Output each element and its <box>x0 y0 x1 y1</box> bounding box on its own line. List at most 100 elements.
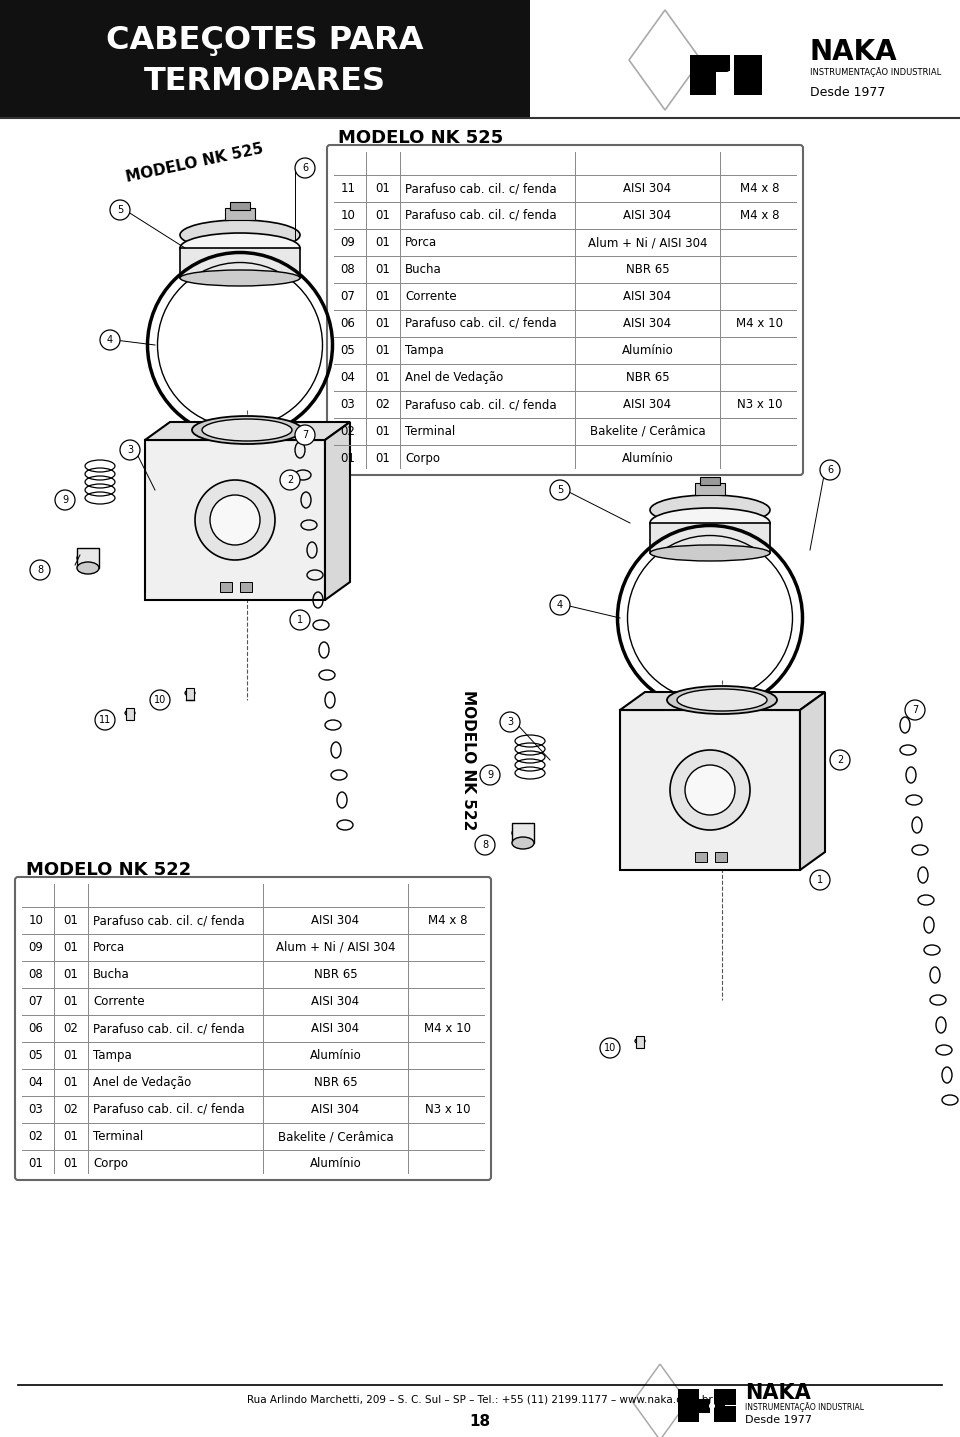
Text: 01: 01 <box>63 1049 79 1062</box>
Text: Parafuso cab. cil. c/ fenda: Parafuso cab. cil. c/ fenda <box>405 208 557 221</box>
Text: 01: 01 <box>375 453 391 466</box>
Ellipse shape <box>192 415 302 444</box>
Bar <box>690 55 706 95</box>
Text: Tampa: Tampa <box>93 1049 132 1062</box>
Text: 01: 01 <box>375 425 391 438</box>
Text: NAKA: NAKA <box>810 37 898 66</box>
Circle shape <box>30 560 50 581</box>
Text: 05: 05 <box>341 343 355 356</box>
Bar <box>240 582 252 592</box>
Bar <box>695 852 707 862</box>
Ellipse shape <box>635 1038 645 1045</box>
Ellipse shape <box>180 233 300 263</box>
Bar <box>715 852 727 862</box>
Text: NBR 65: NBR 65 <box>314 1076 357 1089</box>
Ellipse shape <box>512 836 534 849</box>
Polygon shape <box>145 422 350 440</box>
Text: 01: 01 <box>375 208 391 221</box>
Text: Alumínio: Alumínio <box>622 453 673 466</box>
Text: 4: 4 <box>107 335 113 345</box>
Bar <box>695 483 725 494</box>
Circle shape <box>150 690 170 710</box>
FancyBboxPatch shape <box>15 877 491 1180</box>
Text: 3: 3 <box>127 445 133 456</box>
Text: 04: 04 <box>341 371 355 384</box>
Text: 2: 2 <box>837 754 843 764</box>
Text: Porca: Porca <box>93 941 125 954</box>
Polygon shape <box>620 693 825 710</box>
Polygon shape <box>800 693 825 869</box>
Text: M4 x 8: M4 x 8 <box>740 208 780 221</box>
Text: 4: 4 <box>557 601 564 609</box>
Ellipse shape <box>180 220 300 250</box>
Text: Corpo: Corpo <box>93 1157 128 1170</box>
Ellipse shape <box>685 764 735 815</box>
Circle shape <box>280 470 300 490</box>
Bar <box>186 688 194 700</box>
Text: 02: 02 <box>341 425 355 438</box>
Text: 1: 1 <box>297 615 303 625</box>
Bar <box>220 582 232 592</box>
Text: 01: 01 <box>63 941 79 954</box>
Circle shape <box>480 764 500 785</box>
Text: Alum + Ni / AISI 304: Alum + Ni / AISI 304 <box>276 941 396 954</box>
Text: MODELO NK 522: MODELO NK 522 <box>461 690 475 831</box>
Text: 01: 01 <box>63 969 79 981</box>
Text: INSTRUMENTAÇÃO INDUSTRIAL: INSTRUMENTAÇÃO INDUSTRIAL <box>745 1403 864 1413</box>
Text: AISI 304: AISI 304 <box>311 914 360 927</box>
Text: Desde 1977: Desde 1977 <box>745 1415 812 1426</box>
Text: CABEÇOTES PARA: CABEÇOTES PARA <box>107 24 423 56</box>
Bar <box>748 55 762 75</box>
Polygon shape <box>325 422 350 601</box>
Text: 01: 01 <box>375 343 391 356</box>
Text: 01: 01 <box>375 263 391 276</box>
Circle shape <box>905 700 925 720</box>
Text: AISI 304: AISI 304 <box>311 1022 360 1035</box>
Text: NBR 65: NBR 65 <box>314 969 357 981</box>
Circle shape <box>110 200 130 220</box>
Text: 01: 01 <box>63 1129 79 1142</box>
Text: 10: 10 <box>341 208 355 221</box>
Text: INSTRUMENTAÇÃO INDUSTRIAL: INSTRUMENTAÇÃO INDUSTRIAL <box>810 68 941 78</box>
Text: Parafuso cab. cil. c/ fenda: Parafuso cab. cil. c/ fenda <box>93 914 245 927</box>
Text: Bucha: Bucha <box>405 263 442 276</box>
Text: MODELO NK 525: MODELO NK 525 <box>125 141 265 185</box>
Text: 5: 5 <box>557 486 564 494</box>
Text: AISI 304: AISI 304 <box>623 398 672 411</box>
Ellipse shape <box>667 685 777 714</box>
Circle shape <box>709 1403 715 1410</box>
Text: 5: 5 <box>117 205 123 216</box>
Text: 10: 10 <box>604 1043 616 1053</box>
Text: 04: 04 <box>29 1076 43 1089</box>
Ellipse shape <box>210 494 260 545</box>
Circle shape <box>100 331 120 351</box>
Text: 09: 09 <box>29 941 43 954</box>
Bar <box>691 1390 699 1423</box>
Bar <box>636 1036 644 1048</box>
Bar <box>126 708 134 720</box>
Text: 01: 01 <box>375 182 391 195</box>
Bar <box>725 1390 736 1405</box>
Bar <box>620 710 800 869</box>
Bar <box>716 55 730 72</box>
Circle shape <box>295 425 315 445</box>
Text: 6: 6 <box>302 162 308 172</box>
Circle shape <box>290 609 310 629</box>
Text: 1: 1 <box>817 875 823 885</box>
Text: 10: 10 <box>29 914 43 927</box>
Text: Parafuso cab. cil. c/ fenda: Parafuso cab. cil. c/ fenda <box>405 182 557 195</box>
Ellipse shape <box>77 562 99 573</box>
Circle shape <box>810 869 830 890</box>
Text: Anel de Vedação: Anel de Vedação <box>405 371 503 384</box>
Text: N3 x 10: N3 x 10 <box>425 1104 470 1117</box>
Ellipse shape <box>180 270 300 286</box>
Text: 01: 01 <box>63 1157 79 1170</box>
Bar <box>700 477 720 486</box>
Circle shape <box>95 710 115 730</box>
Text: Alum + Ni / AISI 304: Alum + Ni / AISI 304 <box>588 236 708 249</box>
Text: Porca: Porca <box>405 236 437 249</box>
Text: MODELO NK 522: MODELO NK 522 <box>26 861 191 879</box>
Text: Alumínio: Alumínio <box>310 1049 361 1062</box>
Text: Corrente: Corrente <box>405 290 457 303</box>
Circle shape <box>55 490 75 510</box>
